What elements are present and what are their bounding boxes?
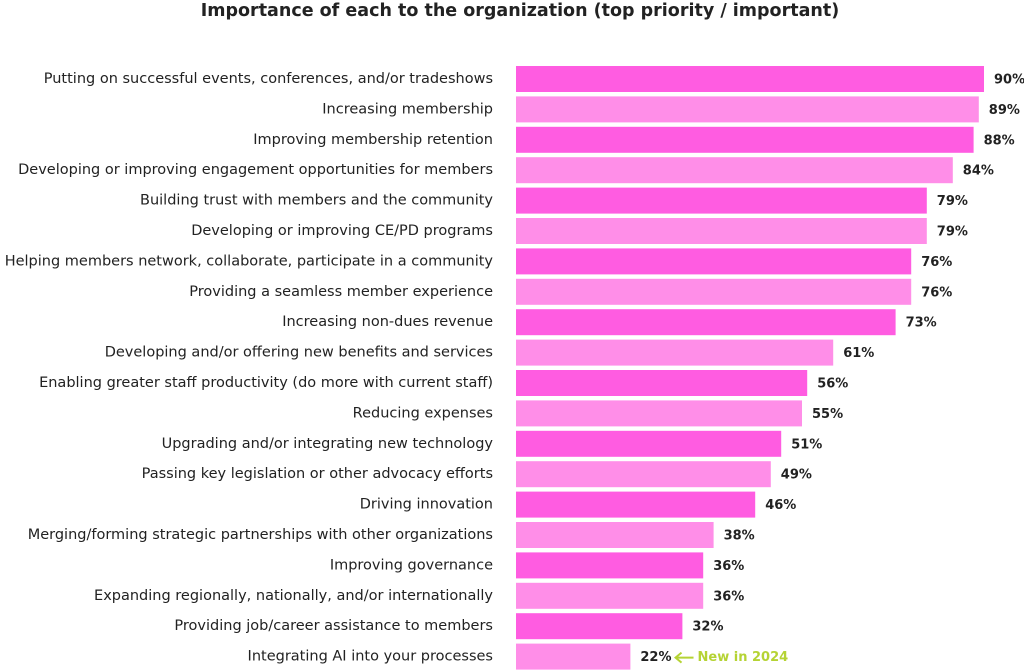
category-label: Improving governance: [330, 557, 493, 573]
chart-title: Importance of each to the organization (…: [201, 1, 839, 21]
value-label: 90%: [994, 73, 1024, 88]
bar: [516, 461, 771, 488]
value-label: 61%: [843, 346, 874, 361]
value-label: 89%: [989, 103, 1020, 118]
value-label: 51%: [791, 437, 822, 452]
category-label: Reducing expenses: [353, 405, 493, 421]
bar: [516, 278, 912, 305]
category-label: Merging/forming strategic partnerships w…: [28, 527, 493, 543]
bar: [516, 126, 974, 153]
value-label: 56%: [817, 377, 848, 392]
category-label: Providing a seamless member experience: [189, 284, 493, 300]
bar: [516, 582, 704, 609]
bar: [516, 491, 756, 518]
category-label: Driving innovation: [360, 497, 493, 513]
value-label: 22%: [640, 650, 671, 665]
category-label: Putting on successful events, conference…: [44, 71, 493, 87]
category-label: Upgrading and/or integrating new technol…: [162, 436, 494, 452]
value-label: 76%: [921, 285, 952, 300]
value-label: 84%: [963, 164, 994, 179]
value-label: 46%: [765, 498, 796, 513]
value-label: 55%: [812, 407, 843, 422]
value-label: 38%: [724, 529, 755, 544]
category-label: Integrating AI into your processes: [248, 649, 493, 665]
bar: [516, 187, 927, 214]
bar: [516, 309, 896, 336]
bar: [516, 430, 782, 457]
value-label: 49%: [781, 468, 812, 483]
category-label: Improving membership retention: [253, 132, 493, 148]
bar: [516, 66, 984, 92]
category-label: Helping members network, collaborate, pa…: [5, 253, 494, 269]
value-label: 73%: [906, 316, 937, 331]
value-label: 76%: [921, 255, 952, 270]
bar: [516, 552, 704, 579]
value-label: 32%: [692, 620, 723, 635]
bar: [516, 370, 808, 396]
bar: [516, 400, 802, 427]
bar: [516, 522, 714, 548]
value-label: 79%: [937, 194, 968, 209]
value-label: 36%: [713, 559, 744, 574]
bar: [516, 248, 912, 275]
bar: [516, 643, 631, 670]
category-label: Developing or improving CE/PD programs: [191, 223, 493, 239]
category-label: Developing and/or offering new benefits …: [105, 345, 493, 361]
category-label: Building trust with members and the comm…: [140, 193, 493, 209]
category-label: Developing or improving engagement oppor…: [18, 162, 493, 178]
category-label: Increasing non-dues revenue: [282, 314, 493, 330]
bar: [516, 218, 927, 244]
value-label: 88%: [984, 133, 1015, 148]
bar: [516, 157, 953, 184]
bar: [516, 96, 979, 123]
category-label: Expanding regionally, nationally, and/or…: [94, 588, 493, 604]
value-label: 79%: [937, 225, 968, 240]
annotation-arrowhead: [673, 651, 683, 664]
bar: [516, 339, 834, 366]
category-label: Increasing membership: [322, 101, 493, 117]
value-label: 36%: [713, 589, 744, 604]
category-label: Passing key legislation or other advocac…: [142, 466, 493, 482]
category-label: Providing job/career assistance to membe…: [174, 618, 493, 634]
bar: [516, 613, 683, 640]
category-label: Enabling greater staff productivity (do …: [39, 375, 493, 391]
annotation: New in 2024: [698, 650, 789, 665]
